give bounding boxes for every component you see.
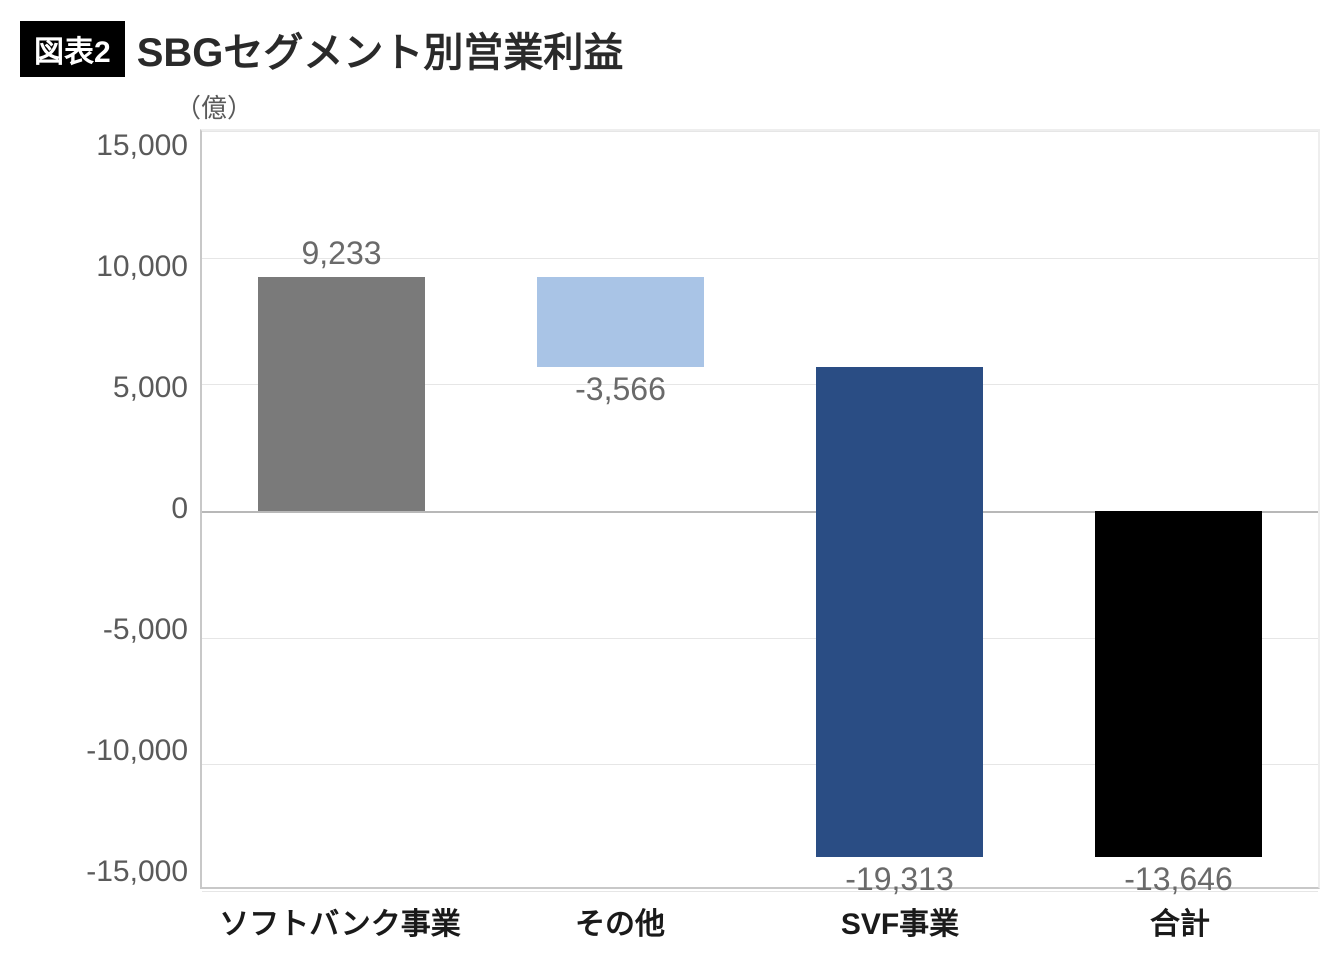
x-axis-tick: ソフトバンク事業 [200,899,480,943]
chart-area: 15,000 10,000 5,000 0 -5,000 -10,000 -15,000 9… [20,129,1320,889]
data-label-3: -13,646 [1039,861,1318,898]
chart-badge: 図表2 [20,21,125,77]
bar-0 [258,277,425,511]
y-axis-tick: 15,000 [96,129,188,163]
x-axis-tick: SVF事業 [760,899,1040,943]
chart-header: 図表2 SBGセグメント別営業利益 [20,20,1320,78]
x-axis-tick: その他 [480,899,760,943]
bar-3 [1095,511,1262,857]
y-axis-tick: -5,000 [103,613,188,647]
data-label-2: -19,313 [760,861,1039,898]
y-axis-tick: 0 [171,492,188,526]
y-axis-tick: 10,000 [96,250,188,284]
x-axis-ticks: ソフトバンク事業その他SVF事業合計 [200,899,1320,943]
data-label-1: -3,566 [481,371,760,408]
plot-area: 9,233-3,566-19,313-13,646 [200,129,1320,889]
y-axis-tick: 5,000 [113,371,188,405]
x-axis-tick: 合計 [1040,899,1320,943]
x-axis-spacer [20,899,200,943]
y-axis-tick: -15,000 [86,855,188,889]
y-axis: 15,000 10,000 5,000 0 -5,000 -10,000 -15,000 [20,129,200,889]
bar-2 [816,367,983,856]
bar-1 [537,277,704,367]
data-label-0: 9,233 [202,235,481,272]
y-axis-unit: （億） [175,88,1320,125]
y-axis-tick: -10,000 [86,734,188,768]
gridline [202,131,1318,132]
chart-title: SBGセグメント別営業利益 [137,20,624,78]
